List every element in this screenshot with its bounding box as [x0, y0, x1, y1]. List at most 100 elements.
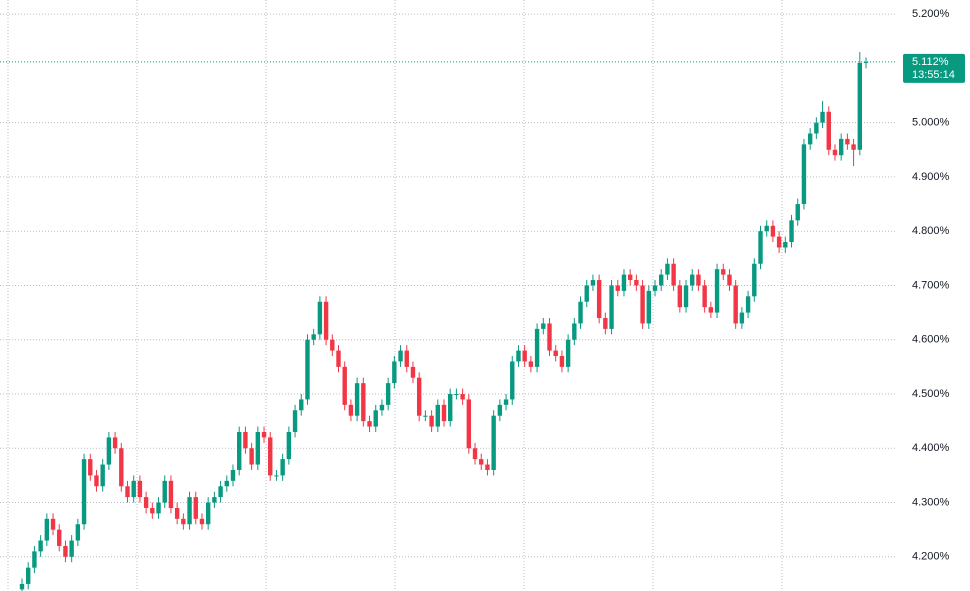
candle-body	[181, 518, 186, 525]
candle-body	[460, 394, 465, 400]
candle-body	[88, 459, 93, 476]
candle-body	[590, 280, 596, 286]
candle-body	[50, 518, 56, 530]
candle-body	[448, 394, 453, 422]
grid	[0, 0, 895, 591]
candle-body	[652, 285, 658, 291]
candle-body	[168, 480, 174, 508]
candle-body	[528, 361, 534, 367]
candle-body	[205, 502, 211, 525]
candle-body	[94, 475, 99, 487]
candle-body	[193, 497, 198, 519]
candle-body	[330, 339, 335, 351]
candle-body	[57, 529, 62, 546]
candle-body	[522, 350, 527, 362]
candle-body	[261, 431, 267, 438]
candle-body	[783, 242, 788, 248]
candle-body	[317, 301, 323, 335]
candle-body	[497, 404, 503, 416]
candle-body	[19, 583, 25, 590]
candle-body	[510, 361, 515, 400]
candle-body	[832, 149, 838, 156]
candle-body	[851, 144, 856, 150]
candle-body	[131, 480, 136, 498]
candle-body	[485, 464, 490, 470]
candle-body	[150, 507, 155, 514]
price-axis: 4.200% 4.300% 4.400% 4.500% 4.600% 4.700% 4.80…	[903, 8, 965, 563]
candle-body	[690, 274, 695, 286]
candle-body	[454, 394, 459, 395]
candle-body	[479, 459, 484, 465]
candle-body	[274, 475, 279, 477]
candle-body	[776, 236, 782, 248]
candle-body	[727, 274, 732, 286]
candle-body	[845, 138, 850, 145]
candle-body	[578, 301, 583, 324]
candle-body	[565, 339, 571, 367]
candle-body	[547, 323, 552, 351]
candle-body	[404, 350, 409, 367]
candle-body	[367, 421, 372, 427]
candle-body	[224, 480, 229, 487]
candle-body	[572, 323, 577, 340]
candle-body	[752, 263, 757, 297]
candle-body	[795, 204, 800, 221]
candle-body	[702, 285, 707, 308]
candle-body	[696, 274, 701, 286]
candle-body	[646, 290, 651, 324]
candle-body	[857, 62, 862, 150]
candle-body	[758, 231, 763, 264]
candle-body	[435, 404, 440, 427]
candle-body	[255, 431, 261, 465]
candle-body	[665, 263, 670, 275]
candle-body	[81, 459, 87, 525]
candle-body	[249, 448, 254, 465]
candle-body	[770, 225, 776, 237]
candle-body	[609, 285, 614, 329]
candle-body	[807, 133, 813, 145]
candle-body	[503, 399, 509, 405]
y-tick-label: 5.200%	[912, 8, 950, 20]
candle-body	[677, 285, 683, 308]
candle-body	[820, 111, 825, 123]
candle-body	[305, 339, 310, 400]
candle-body	[863, 61, 869, 63]
y-tick-label: 4.800%	[912, 225, 950, 237]
candle-body	[416, 377, 422, 416]
candle-body	[137, 480, 143, 498]
candle-body	[553, 350, 558, 357]
y-tick-label: 4.200%	[912, 551, 950, 563]
candle-body	[721, 269, 726, 275]
candle-body	[627, 274, 633, 281]
candles	[19, 52, 869, 591]
countdown: 13:55:14	[912, 69, 955, 81]
candle-body	[106, 437, 112, 465]
candle-body	[559, 356, 565, 367]
candle-body	[311, 334, 316, 340]
candle-body	[336, 350, 341, 367]
candle-body	[398, 350, 403, 362]
candle-body	[26, 567, 31, 584]
candle-body	[789, 220, 794, 243]
candle-body	[286, 431, 292, 460]
candle-body	[199, 518, 205, 525]
last-price-label: 5.112%	[912, 56, 949, 68]
candle-body	[714, 269, 720, 313]
candle-body	[212, 497, 217, 503]
candle-body	[621, 274, 627, 291]
candle-body	[38, 540, 43, 552]
candle-body	[838, 138, 844, 156]
candle-body	[32, 551, 37, 568]
candle-body	[218, 486, 223, 498]
candle-body	[541, 323, 546, 329]
candle-body	[491, 415, 496, 470]
candle-body	[826, 111, 831, 150]
candle-body	[379, 404, 385, 411]
candle-body	[243, 431, 248, 449]
y-tick-label: 4.700%	[912, 279, 950, 291]
candle-body	[237, 431, 242, 470]
candle-body	[516, 350, 521, 362]
candle-body	[671, 263, 676, 286]
candle-body	[323, 301, 329, 340]
